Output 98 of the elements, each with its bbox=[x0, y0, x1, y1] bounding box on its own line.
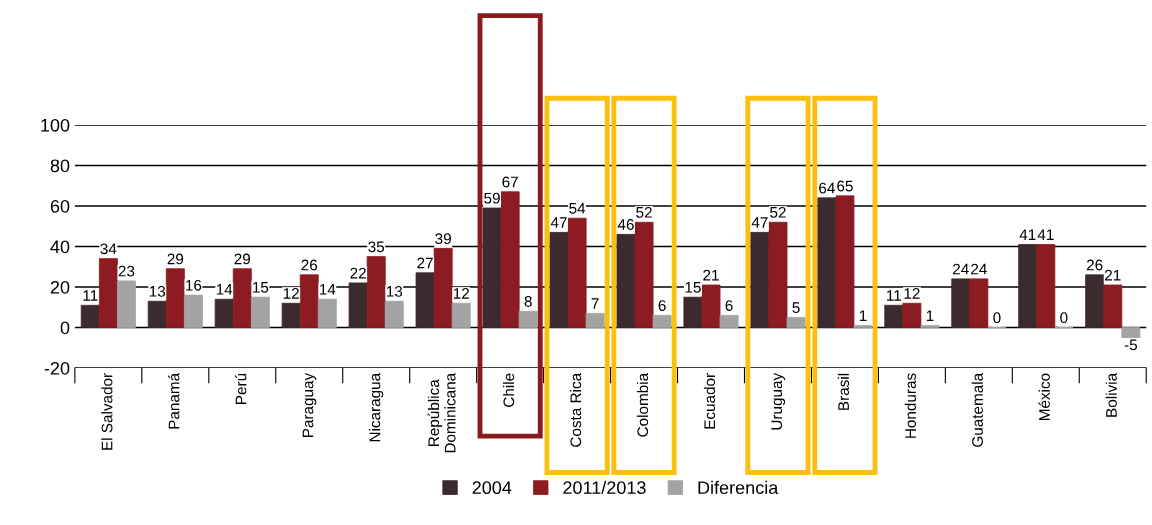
x-tick-label: Costa Rica bbox=[569, 372, 582, 447]
data-label: 13 bbox=[149, 285, 166, 297]
x-tick-label: Nicaragua bbox=[369, 372, 384, 442]
legend-label: 2004 bbox=[472, 481, 512, 495]
data-label: 16 bbox=[186, 279, 202, 291]
data-label: 26 bbox=[301, 259, 318, 271]
data-label: 14 bbox=[319, 284, 336, 295]
data-label: 8 bbox=[524, 296, 532, 307]
data-label: -5 bbox=[1124, 339, 1137, 351]
data-label: 7 bbox=[591, 298, 599, 309]
data-label: 24 bbox=[953, 263, 969, 275]
data-label: 23 bbox=[118, 265, 135, 277]
y-tick-label: 20 bbox=[50, 280, 70, 294]
data-label: 12 bbox=[283, 287, 299, 299]
bar bbox=[518, 310, 538, 328]
data-label: 35 bbox=[368, 241, 385, 253]
bar bbox=[585, 312, 605, 328]
data-label: 22 bbox=[350, 267, 366, 279]
data-label: 41 bbox=[1019, 229, 1036, 240]
x-tick-label: República Dominicana bbox=[427, 372, 456, 453]
x-tick-label: Bolivia bbox=[1105, 372, 1117, 417]
data-label: 46 bbox=[617, 219, 634, 230]
data-label: 54 bbox=[569, 203, 586, 214]
data-label: 24 bbox=[971, 263, 987, 275]
data-label: 11 bbox=[83, 290, 98, 301]
y-tick-label: 80 bbox=[50, 159, 70, 173]
data-label: 52 bbox=[770, 206, 786, 218]
data-label: 59 bbox=[484, 192, 500, 204]
bar bbox=[1121, 327, 1141, 339]
data-label: 0 bbox=[993, 312, 1001, 324]
data-label: 6 bbox=[725, 300, 733, 311]
y-tick-label: -20 bbox=[44, 361, 70, 375]
data-label: 1 bbox=[926, 310, 934, 321]
x-tick-label: Brasil bbox=[837, 373, 850, 410]
bar bbox=[920, 325, 940, 328]
data-label: 26 bbox=[1086, 259, 1103, 271]
data-label: 41 bbox=[1037, 229, 1054, 240]
bar bbox=[98, 258, 118, 328]
x-tick-label: Chile bbox=[503, 373, 515, 407]
bar bbox=[817, 197, 837, 328]
bar bbox=[884, 304, 904, 328]
bar bbox=[719, 314, 739, 328]
data-label: 12 bbox=[453, 287, 469, 299]
x-tick-label: México bbox=[1038, 373, 1050, 421]
bar bbox=[165, 268, 185, 328]
bar bbox=[853, 325, 873, 328]
bar bbox=[299, 274, 319, 328]
data-label: 6 bbox=[658, 300, 666, 311]
legend-label: Diferencia bbox=[698, 480, 779, 495]
data-label: 52 bbox=[636, 206, 652, 218]
data-label: 47 bbox=[751, 217, 768, 228]
bar bbox=[969, 278, 989, 328]
bar bbox=[232, 268, 252, 328]
bar bbox=[835, 195, 855, 328]
x-tick-label: Perú bbox=[234, 373, 247, 404]
data-label: 21 bbox=[703, 269, 719, 281]
bar bbox=[500, 191, 520, 328]
data-label: 47 bbox=[550, 217, 567, 228]
data-label: 11 bbox=[887, 290, 901, 301]
data-label: 15 bbox=[685, 282, 701, 293]
data-label: 34 bbox=[100, 243, 117, 255]
x-tick-label: Guatemala bbox=[971, 372, 983, 447]
data-label: 29 bbox=[234, 253, 251, 265]
bar bbox=[348, 282, 368, 328]
data-label: 0 bbox=[1060, 312, 1068, 324]
legend-label: 2011/2013 bbox=[563, 480, 646, 495]
data-label: 65 bbox=[837, 180, 853, 192]
data-label: 39 bbox=[435, 233, 451, 245]
x-tick-label: Ecuador bbox=[703, 373, 716, 429]
bar bbox=[951, 278, 971, 328]
bar bbox=[415, 272, 435, 328]
bar bbox=[116, 280, 136, 328]
data-label: 15 bbox=[253, 282, 269, 293]
data-label: 64 bbox=[819, 182, 835, 194]
bar bbox=[652, 314, 672, 328]
data-label: 29 bbox=[167, 253, 184, 265]
y-tick-label: 60 bbox=[50, 199, 70, 213]
data-label: 1 bbox=[859, 310, 867, 321]
bar bbox=[786, 316, 806, 328]
y-tick-label: 40 bbox=[50, 240, 70, 254]
bar bbox=[1103, 284, 1123, 328]
x-tick-label: Panamá bbox=[168, 372, 180, 429]
y-tick-label: 0 bbox=[60, 321, 70, 335]
data-label: 27 bbox=[417, 257, 433, 269]
x-tick-label: Paraguay bbox=[302, 372, 317, 438]
y-tick-label: 100 bbox=[41, 118, 70, 132]
data-label: 67 bbox=[502, 176, 518, 188]
x-tick-label: El Salvador bbox=[101, 373, 113, 450]
data-label: 13 bbox=[386, 285, 403, 297]
x-tick-label: Colombia bbox=[636, 372, 649, 437]
data-label: 5 bbox=[792, 302, 800, 313]
data-label: 12 bbox=[904, 287, 920, 299]
bar bbox=[366, 256, 386, 328]
x-tick-label: Honduras bbox=[904, 373, 916, 438]
data-label: 21 bbox=[1105, 269, 1121, 281]
x-tick-label: Uruguay bbox=[771, 372, 786, 430]
data-label: 14 bbox=[216, 284, 233, 295]
bar bbox=[1085, 274, 1105, 328]
